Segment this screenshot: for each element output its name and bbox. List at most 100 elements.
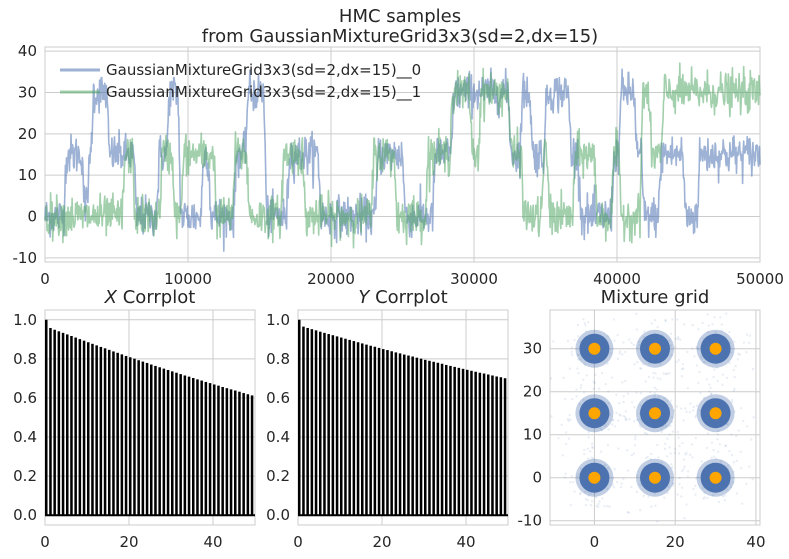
mix-halo-point <box>692 405 695 409</box>
mix-halo-point <box>640 425 643 429</box>
mix-halo-point <box>570 350 573 354</box>
mix-halo-point <box>635 490 639 494</box>
mix-halo-point <box>669 332 673 335</box>
mix-halo-point <box>618 350 622 353</box>
mix-halo-point <box>596 505 600 508</box>
mix-halo-point <box>765 453 767 455</box>
mix-halo-point <box>628 338 631 341</box>
mix-halo-point <box>606 504 609 508</box>
xcorr-bar-17 <box>116 352 119 516</box>
trace-xtick-2: 20000 <box>307 270 355 288</box>
xcorr-bar-21 <box>133 358 136 516</box>
mix-halo-point <box>736 358 739 361</box>
mix-halo-point <box>630 453 634 457</box>
mix-halo-point <box>673 447 677 451</box>
mix-halo-point <box>700 460 703 463</box>
mix-halo-point <box>728 449 731 453</box>
mix-halo-point <box>615 393 618 396</box>
mix-halo-point <box>606 390 610 393</box>
mix-halo-point <box>577 353 580 357</box>
mix-halo-point <box>686 470 690 473</box>
ycorr-bar-16 <box>365 344 368 516</box>
xcorr-bar-34 <box>187 376 191 516</box>
mix-halo-point <box>669 452 672 455</box>
xcorr-bar-24 <box>145 362 149 516</box>
mix-xtick-0: 0 <box>590 533 600 551</box>
xcorr-bar-41 <box>217 385 220 516</box>
ycorr-xtick-0: 0 <box>293 533 303 551</box>
mix-halo-point <box>573 338 576 342</box>
xcorr-bar-35 <box>192 378 195 516</box>
xcorr-bar-20 <box>129 357 132 516</box>
mix-halo-point <box>689 402 692 405</box>
mix-halo-point <box>615 481 619 484</box>
mix-halo-point <box>730 453 734 457</box>
xcorr-bar-31 <box>175 372 178 516</box>
mix-halo-point <box>681 363 685 366</box>
mix-halo-point <box>635 391 638 394</box>
mix-halo-point <box>622 414 626 418</box>
mix-halo-point <box>695 346 699 350</box>
trace-xtick-1: 10000 <box>164 270 212 288</box>
mix-halo-point <box>738 353 742 356</box>
mix-halo-point <box>682 419 685 422</box>
mix-halo-point <box>668 433 671 436</box>
mix-halo-point <box>735 434 738 438</box>
mix-halo-point <box>752 416 755 419</box>
x-corrplot-title-var: X <box>104 287 118 308</box>
mix-halo-point <box>606 334 610 338</box>
mix-halo-point <box>647 375 651 379</box>
mix-halo-point <box>603 425 607 428</box>
ycorr-ytick-5: 1.0 <box>266 311 290 329</box>
xcorr-ytick-2: 0.4 <box>13 428 37 446</box>
mix-halo-point <box>580 384 583 387</box>
mix-halo-point <box>635 312 638 316</box>
mix-halo-point <box>695 404 699 407</box>
mix-halo-point <box>591 445 594 449</box>
mix-halo-point <box>565 431 568 434</box>
mix-halo-point <box>582 378 585 381</box>
mix-halo-point <box>590 456 593 459</box>
mix-halo-point <box>595 504 598 508</box>
mix-halo-point <box>652 376 655 379</box>
mix-halo-point <box>618 413 621 416</box>
mix-halo-point <box>673 451 677 455</box>
mix-halo-point <box>728 330 731 334</box>
mix-halo-point <box>680 486 684 489</box>
mix-halo-point <box>698 370 701 374</box>
mix-halo-point <box>663 442 667 446</box>
mix-halo-point <box>607 467 610 470</box>
mix-halo-point <box>670 420 674 424</box>
ycorr-bar-17 <box>369 345 372 516</box>
ycorr-bar-45 <box>487 374 490 516</box>
mix-halo-point <box>632 452 636 455</box>
trace-ytick-1: 0 <box>27 208 37 226</box>
trace-ytick-2: 10 <box>18 166 37 184</box>
mix-halo-point <box>642 335 646 339</box>
xcorr-ytick-0: 0.0 <box>13 506 37 524</box>
mix-halo-point <box>745 482 748 486</box>
mix-halo-point <box>613 467 616 471</box>
mix-halo-point <box>728 482 732 485</box>
mix-halo-point <box>671 318 674 321</box>
mix-halo-point <box>624 379 627 383</box>
mix-halo-point <box>668 424 672 428</box>
mix-halo-point <box>675 405 679 408</box>
mix-halo-point <box>653 492 656 495</box>
ycorr-bar-29 <box>419 358 423 516</box>
mix-halo-point <box>622 395 625 398</box>
mix-halo-point <box>670 354 673 357</box>
mix-halo-point <box>665 455 669 458</box>
mix-halo-point <box>717 450 720 454</box>
mix-halo-point <box>664 319 667 323</box>
mix-halo-point <box>693 355 696 358</box>
trace-title-line-2: from GaussianMixtureGrid3x3(sd=2,dx=15) <box>202 26 598 47</box>
mix-halo-point <box>590 442 594 446</box>
mix-halo-point <box>666 372 669 375</box>
mix-halo-point <box>582 398 585 402</box>
x-corrplot-title-rest: Corrplot <box>117 287 195 308</box>
ycorr-bar-6 <box>323 332 326 516</box>
mix-halo-point <box>578 493 582 496</box>
xcorr-bar-6 <box>70 335 73 516</box>
mix-halo-point <box>604 382 607 386</box>
